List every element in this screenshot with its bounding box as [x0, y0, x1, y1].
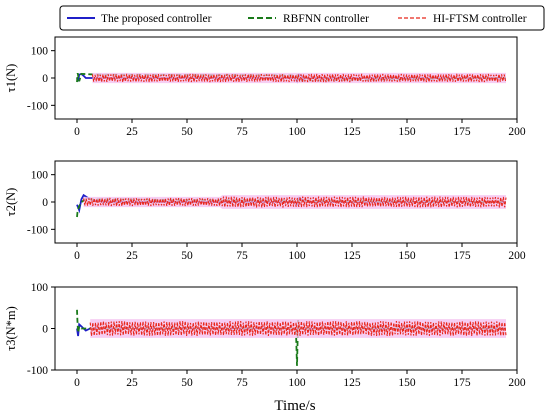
y-tick-label: 100: [31, 282, 49, 294]
plot-area: [76, 309, 507, 366]
y-tick-label: 0: [42, 324, 48, 336]
x-tick-label: 75: [236, 126, 248, 138]
x-tick-label: 100: [288, 377, 306, 389]
x-tick-label: 100: [288, 126, 306, 138]
x-tick-label: 0: [74, 126, 80, 138]
x-tick-label: 0: [74, 377, 80, 389]
x-tick-label: 200: [508, 126, 526, 138]
x-tick-label: 150: [398, 250, 416, 262]
series-hiftsm-line: [83, 196, 507, 208]
y-tick-label: -100: [27, 224, 48, 236]
x-tick-label: 125: [343, 377, 361, 389]
x-tick-label: 0: [74, 250, 80, 262]
x-tick-label: 25: [126, 250, 138, 262]
x-tick-label: 75: [236, 377, 248, 389]
series-rbfnn-line: [76, 72, 507, 83]
x-tick-label: 50: [181, 377, 193, 389]
x-tick-label: 125: [343, 126, 361, 138]
legend-label-rbfnn: RBFNN controller: [283, 13, 369, 25]
series-hiftsm-line: [89, 321, 507, 337]
x-tick-label: 25: [126, 126, 138, 138]
series-rbfnn-line: [76, 309, 506, 366]
x-tick-label: 200: [508, 377, 526, 389]
x-tick-label: 50: [181, 250, 193, 262]
legend: The proposed controller RBFNN controller…: [59, 5, 545, 31]
y-tick-label: -100: [27, 100, 48, 112]
legend-label-hiftsm: HI-FTSM controller: [433, 13, 527, 25]
subplot-tau2: 0 25 50 75 100 125 150 175 200 -100 0 100 τ2(N): [4, 160, 526, 262]
x-tick-label: 175: [453, 377, 471, 389]
series-hiftsm-line: [91, 73, 507, 83]
x-tick-label: 150: [398, 126, 416, 138]
x-tick-label: 75: [236, 250, 248, 262]
y-axis-label: τ1(N): [4, 64, 18, 93]
x-tick-label: 175: [453, 250, 471, 262]
series-hiftsm-halo: [83, 195, 506, 209]
subplot-tau3: 0 25 50 75 100 125 150 175 200 -100 0 100 τ3(N*m): [4, 282, 526, 389]
legend-frame: [59, 5, 545, 31]
y-tick-label: 100: [31, 46, 49, 58]
x-tick-label: 25: [126, 377, 138, 389]
y-axis-label: τ3(N*m): [4, 306, 18, 351]
x-tick-label: 100: [288, 250, 306, 262]
subplot-tau1: 0 25 50 75 100 125 150 175 200 -100 0 100 τ1(N): [4, 36, 526, 138]
y-tick-label: 0: [42, 197, 48, 209]
y-tick-label: -100: [27, 365, 48, 377]
plot-area: [76, 72, 507, 84]
y-axis-label: τ2(N): [4, 188, 18, 217]
x-tick-label: 175: [453, 126, 471, 138]
x-tick-label: 150: [398, 377, 416, 389]
y-tick-label: 100: [31, 170, 49, 182]
x-axis-label: Time/s: [274, 398, 315, 414]
x-tick-label: 125: [343, 250, 361, 262]
x-tick-label: 200: [508, 250, 526, 262]
legend-label-proposed: The proposed controller: [101, 13, 212, 25]
y-tick-label: 0: [42, 73, 48, 85]
x-tick-label: 50: [181, 126, 193, 138]
plot-area: [76, 193, 507, 218]
